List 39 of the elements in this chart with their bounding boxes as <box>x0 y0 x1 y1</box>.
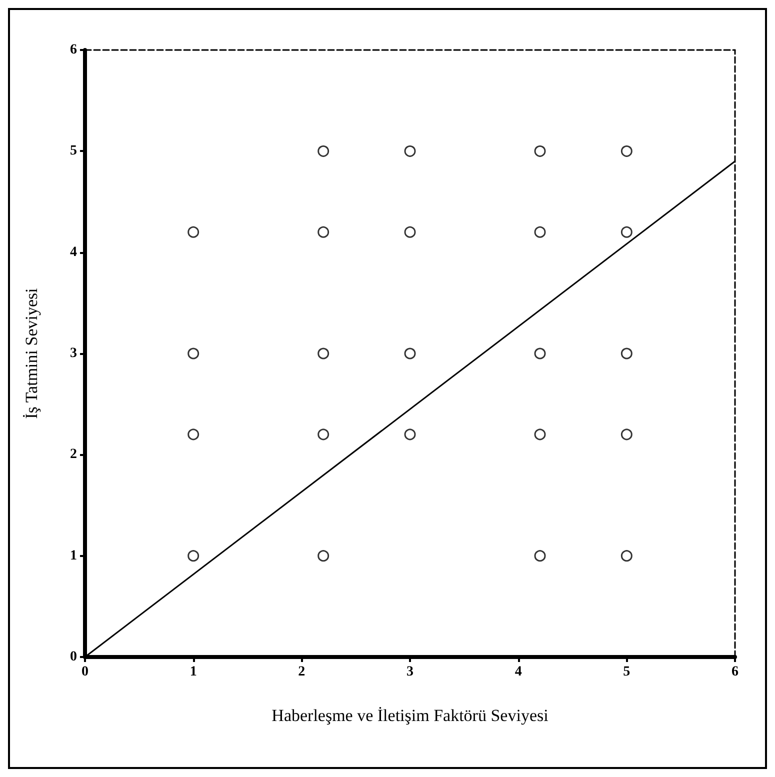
y-tick-label: 2 <box>70 447 77 462</box>
point <box>534 348 546 360</box>
point <box>620 550 632 562</box>
point <box>318 428 330 440</box>
point <box>188 428 200 440</box>
point <box>534 145 546 157</box>
y-tick-label: 3 <box>70 346 77 361</box>
x-tick-label: 2 <box>298 664 306 680</box>
point <box>620 226 632 238</box>
point <box>318 145 330 157</box>
x-axis-title: Haberleşme ve İletişim Faktörü Seviyesi <box>272 706 549 725</box>
y-tick-label: 0 <box>70 650 77 664</box>
point <box>188 348 200 360</box>
x-tick-label: 1 <box>190 664 197 680</box>
point <box>620 348 632 360</box>
point <box>620 145 632 157</box>
point <box>318 226 330 238</box>
x-tick-label: 6 <box>732 664 738 680</box>
x-tick-label: 4 <box>514 664 522 680</box>
point <box>620 428 632 440</box>
point <box>534 428 546 440</box>
y-axis-title: İş Tatmini Seviyesi <box>22 288 41 419</box>
y-tick-label: 6 <box>70 42 77 58</box>
point <box>404 226 416 238</box>
point <box>188 550 200 562</box>
point <box>318 348 330 360</box>
point <box>534 226 546 238</box>
point <box>188 226 200 238</box>
x-tick-label: 0 <box>82 664 88 680</box>
x-tick-label: 3 <box>406 664 414 680</box>
point <box>404 145 416 157</box>
point <box>534 550 546 562</box>
y-tick-label: 4 <box>70 244 77 260</box>
point <box>318 550 330 562</box>
y-tick-label: 5 <box>70 144 77 159</box>
x-tick-label: 5 <box>623 664 630 680</box>
y-tick-label: 1 <box>70 548 77 564</box>
point <box>404 428 416 440</box>
point <box>404 348 416 360</box>
